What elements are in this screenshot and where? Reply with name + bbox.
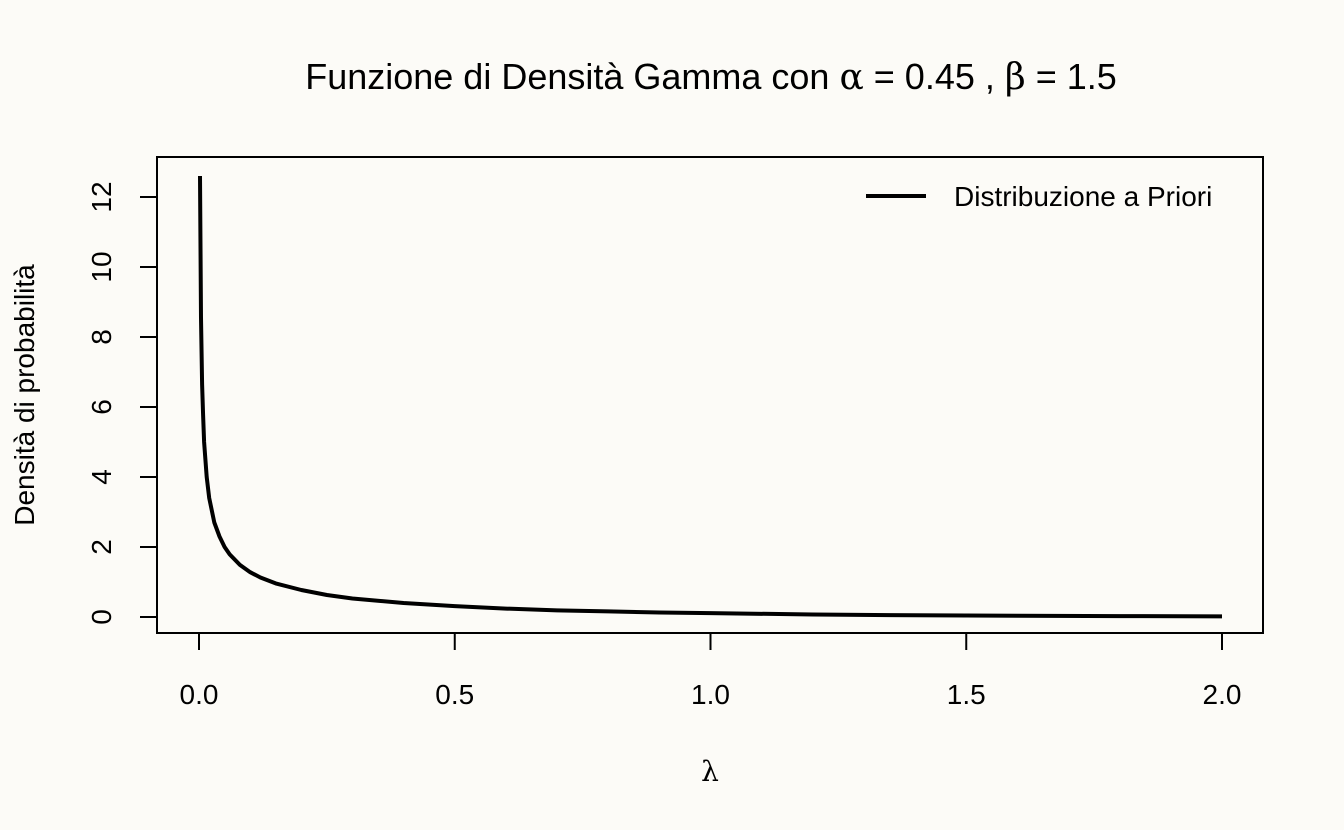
series-line [198,175,1223,619]
title-prefix: Funzione di Densità Gamma con [305,56,839,97]
x-tick-label: 0.0 [180,679,219,710]
legend-label: Distribuzione a Priori [954,181,1212,212]
title-beta-value: = 1.5 [1026,56,1117,97]
y-tick-label: 12 [86,181,117,212]
legend: Distribuzione a Priori [866,181,1212,212]
x-tick-label: 1.5 [947,679,986,710]
y-tick-label: 10 [86,251,117,282]
y-axis-label: Densità di probabilità [9,264,40,526]
x-tick-label: 0.5 [435,679,474,710]
series-layer [198,175,1223,619]
x-tick-label: 1.0 [691,679,730,710]
x-axis: 0.0 0.5 1.0 1.5 2.0 [180,632,1242,710]
y-tick-label: 0 [86,609,117,625]
y-tick-label: 4 [86,469,117,485]
y-tick-label: 8 [86,329,117,345]
x-tick-label: 2.0 [1203,679,1242,710]
x-axis-label: λ [701,755,719,788]
plot-frame [156,156,1264,634]
y-axis: 0 2 4 6 8 10 12 [86,181,158,625]
title-beta-symbol: β [1005,57,1026,98]
y-tick-label: 6 [86,399,117,415]
y-tick-label: 2 [86,539,117,555]
chart-title: Funzione di Densità Gamma con α = 0.45 ,… [305,56,1117,98]
title-alpha-value: = 0.45 , [864,56,1005,97]
title-alpha-symbol: α [839,57,863,98]
